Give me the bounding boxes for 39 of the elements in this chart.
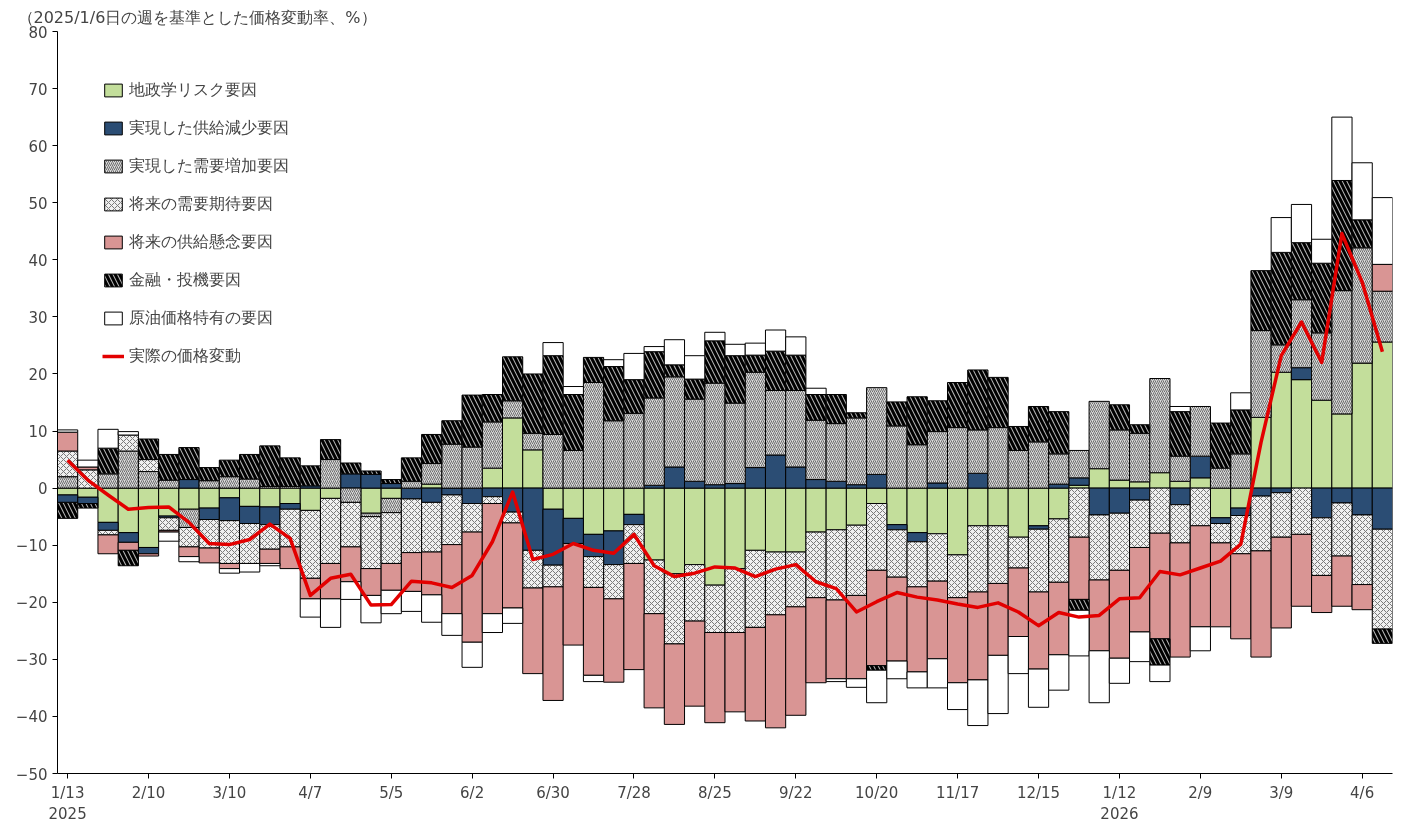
y-tick-label: 50 [28, 194, 48, 213]
y-tick-label: −20 [15, 594, 48, 613]
y-tick-label: −50 [15, 765, 48, 784]
x-tick-label: 3/9 [1269, 783, 1294, 802]
x-tick-label: 3/10 [212, 783, 247, 802]
y-tick-label: −10 [15, 537, 48, 556]
y-tick-label: 30 [28, 308, 48, 327]
x-tick-label: 5/5 [379, 783, 404, 802]
legend-label: 実際の価格変動 [129, 344, 241, 367]
y-tick-label: 0 [37, 480, 48, 499]
y-tick-label: −40 [15, 708, 48, 727]
y-tick-label: 40 [28, 251, 48, 270]
x-tick-label: 4/7 [298, 783, 323, 802]
x-tick-label: 6/2 [460, 783, 485, 802]
x-tick-label: 1/12 2026 [1100, 783, 1139, 824]
x-tick-label: 7/28 [617, 783, 651, 802]
x-tick-label: 2/9 [1188, 783, 1213, 802]
x-tick-label: 2/10 [131, 783, 166, 802]
y-tick-label: 60 [28, 137, 48, 156]
x-tick-label: 4/6 [1350, 783, 1375, 802]
x-tick-label: 6/30 [536, 783, 570, 802]
y-tick-label: 20 [28, 365, 48, 384]
x-tick-label: 8/25 [698, 783, 732, 802]
legend-label: 金融・投機要因 [129, 268, 241, 291]
chart-title: （2025/1/6日の週を基準とした価格変動率、%） [17, 7, 377, 27]
legend-label: 将来の供給懸念要因 [129, 230, 273, 253]
x-tick-label: 10/20 [855, 783, 899, 802]
y-tick-label: 70 [28, 80, 48, 99]
x-tick-label: 12/15 [1016, 783, 1061, 802]
legend-label: 実現した供給減少要因 [129, 116, 289, 139]
legend-label: 原油価格特有の要因 [129, 306, 273, 329]
y-tick-label: −30 [15, 651, 48, 670]
x-tick-label: 1/13 2025 [48, 783, 87, 824]
x-tick-label: 9/22 [778, 783, 813, 802]
legend-label: 将来の需要期待要因 [129, 192, 273, 215]
legend-label: 地政学リスク要因 [129, 78, 257, 101]
legend-label: 実現した需要増加要因 [129, 154, 289, 177]
x-tick-label: 11/17 [936, 783, 980, 802]
y-tick-label: 10 [28, 423, 48, 442]
